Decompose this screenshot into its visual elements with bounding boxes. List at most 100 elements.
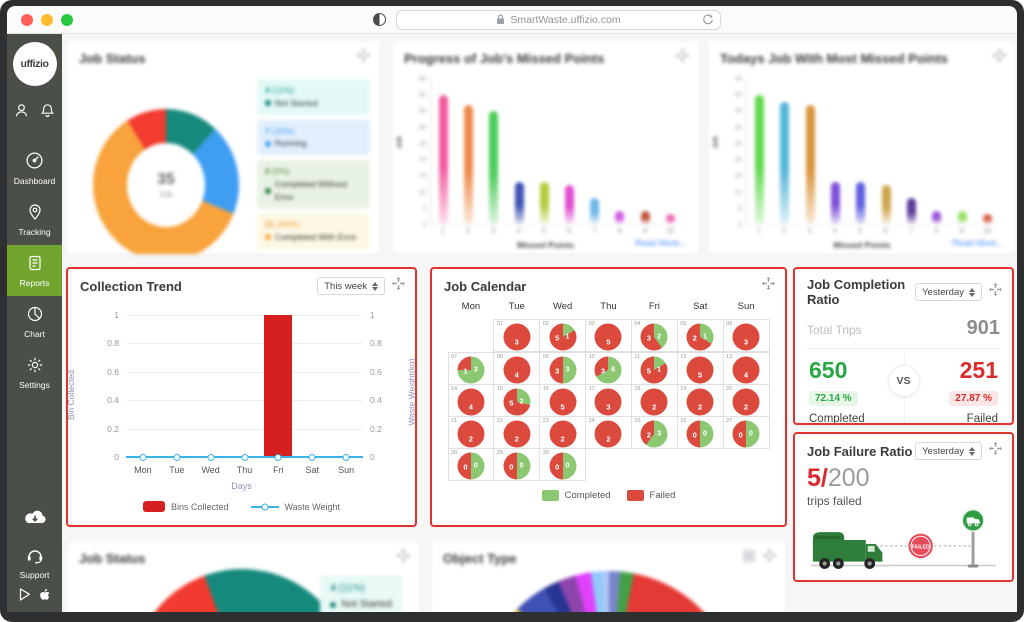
move-icon[interactable] [989,283,1002,301]
failed-count: 5 [698,370,703,380]
calendar-day-cell[interactable]: 21 2 [447,415,495,449]
minimize-window-button[interactable] [41,13,53,26]
sidebar-item-settings[interactable]: Settings [7,347,62,398]
move-icon[interactable] [762,277,775,295]
gridline [126,315,363,316]
calendar-day-cell[interactable]: 07 1 3 [447,351,495,385]
calendar-day-pie: 2 [594,420,622,448]
user-icon[interactable] [13,102,30,124]
x-axis-tick: 1 [440,228,445,235]
calendar-day-cell[interactable]: 23 2 [539,415,587,449]
sidebar-item-tracking[interactable]: Tracking [7,194,62,245]
calendar-day-cell[interactable]: 18 2 [630,383,678,417]
y-axis-tick: 30 [418,124,426,132]
x-axis-tick: 4 [832,228,837,235]
move-icon[interactable] [763,549,776,567]
completed-pct-badge: 72.14 % [809,391,858,406]
cloud-download-icon[interactable] [22,506,48,528]
y-axis-tick: 5 [738,205,742,213]
calendar-day-cell[interactable]: 08 4 [493,351,541,385]
calendar-day-cell[interactable]: 28 0 0 [447,447,495,481]
calendar-day-cell[interactable]: 14 4 [447,383,495,417]
calendar-day-cell[interactable]: 03 5 [585,318,632,352]
calendar-day-cell[interactable]: 10 3 6 [585,351,632,385]
y-axis-tick: 45 [418,75,426,83]
calendar-day-cell[interactable]: 13 4 [722,351,770,385]
bell-icon[interactable] [39,102,56,124]
x-axis-tick: Mon [134,465,152,475]
move-icon[interactable] [676,49,689,67]
calendar-day-cell[interactable]: 15 5 2 [493,383,541,417]
move-icon[interactable] [357,49,370,67]
y-axis-tick: 40 [734,91,742,99]
calendar-day-cell[interactable]: 27 0 0 [722,415,770,449]
failed-count: 0 [463,462,468,472]
calendar-day-pie: 5 [549,388,577,416]
pie-legend-item: 4 (11%) Not Started [320,575,402,612]
calendar-day-cell[interactable]: 01 3 [493,318,541,352]
sidebar-item-chart[interactable]: Chart [7,296,62,347]
period-dropdown[interactable]: Yesterday [915,442,982,460]
menu-icon[interactable] [743,549,755,567]
move-icon[interactable] [392,277,405,295]
trips-failed-caption: trips failed [807,494,862,508]
reload-icon[interactable] [702,14,714,26]
card-progress-missed: Progress of Job's Missed Points Job 45 40… [391,40,700,255]
headset-icon[interactable] [25,546,45,566]
legend-label: Running [264,137,362,150]
calendar-day-cell[interactable]: 04 3 2 [630,318,678,352]
read-more-link[interactable]: Read More... [634,238,687,248]
calendar-day-cell[interactable]: 12 5 [676,351,724,385]
x-axis-tick: 3 [491,228,496,235]
calendar-day-cell[interactable]: 29 0 0 [493,447,541,481]
url-bar[interactable]: SmartWaste.uffizio.com [396,9,721,30]
shield-icon[interactable] [373,13,386,26]
bar [780,101,790,224]
period-value: This week [324,280,367,292]
move-icon[interactable] [989,442,1002,460]
calendar-day-cell[interactable]: 17 3 [585,383,632,417]
donut-legend-item: 21 (60%) Completed With Error [256,213,370,249]
sidebar-item-reports[interactable]: Reports [7,245,62,296]
calendar-day-cell[interactable]: 24 2 [585,415,632,449]
move-icon[interactable] [397,549,410,567]
calendar-day-cell[interactable]: 09 3 3 [539,351,587,385]
play-store-icon[interactable] [19,588,31,604]
calendar-day-cell[interactable]: 06 3 [722,318,770,352]
total-trips-count: 200 [827,464,870,492]
period-dropdown[interactable]: This week [317,277,385,295]
calendar-day-cell[interactable]: 22 2 [493,415,541,449]
calendar-day-cell[interactable]: 30 0 0 [539,447,587,481]
x-axis-tick: 9 [643,228,647,235]
calendar-day-cell[interactable]: 05 2 1 [676,318,724,352]
period-dropdown[interactable]: Yesterday [915,283,982,301]
y-axis-tick: 15 [734,172,742,180]
calendar-day-header: Thu [600,301,617,312]
calendar-day-cell[interactable]: 11 5 1 [630,351,678,385]
gridline [126,343,363,345]
calendar-day-cell[interactable]: 20 2 [722,383,770,417]
calendar-day-number: 14 [451,385,458,392]
sidebar-item-dashboard[interactable]: Dashboard [7,142,62,194]
bar-chart-plot [746,79,1000,225]
card-job-failure: Job Failure Ratio Yesterday 5/200 trips … [793,432,1014,582]
calendar-day-cell[interactable]: 26 0 0 [676,415,724,449]
card-job-status-bottom: Job Status 4 (11%) Not Started [66,540,421,612]
read-more-link[interactable]: Read More... [951,238,1004,248]
calendar-day-cell[interactable]: 19 2 [676,383,724,417]
x-axis-tick: Tue [169,465,185,475]
calendar-day-cell[interactable]: 25 2 3 [630,415,678,449]
completed-count: 0 [748,428,753,438]
apple-icon[interactable] [38,588,51,604]
legend-bins-collected: Bins Collected [142,501,229,512]
calendar-day-cell[interactable]: 16 5 [539,383,587,417]
maximize-window-button[interactable] [61,13,73,26]
move-icon[interactable] [993,49,1006,67]
x-axis-tick: 9 [959,228,964,235]
legend-completed: Completed [541,490,611,501]
close-window-button[interactable] [21,13,33,26]
calendar-day-cell[interactable]: 02 5 1 [539,318,587,352]
bar [755,95,765,224]
